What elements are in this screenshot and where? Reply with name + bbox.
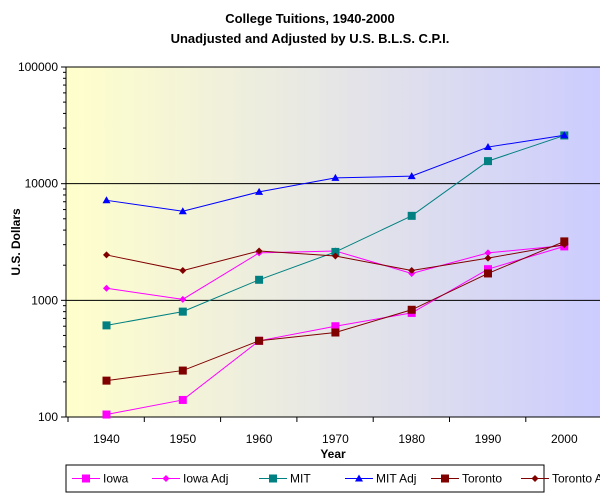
data-point-toronto-adj-2000 [560, 241, 568, 249]
x-tick-label-1950: 1950 [169, 432, 196, 446]
legend-item-toronto-adj: Toronto Adj [521, 472, 600, 486]
data-point-iowa-1990 [484, 265, 492, 274]
data-point-mit-adj-1950 [178, 207, 187, 215]
y-axis-title: U.S. Dollars [9, 208, 23, 276]
legend-item-iowa-adj: Iowa Adj [152, 472, 228, 486]
axes: 100 1000 10000 100000 1940 1950 1960 1970 1980 19… [18, 60, 600, 446]
x-tick-label-1970: 1970 [322, 432, 349, 446]
y-tick-label-100000: 100000 [18, 60, 58, 74]
x-axis-title: Year [320, 447, 346, 461]
data-point-mit-adj-1990 [484, 143, 492, 151]
legend-item-mit-adj: MIT Adj [345, 472, 416, 486]
legend-label-iowa: Iowa [103, 472, 129, 486]
data-point-iowa-adj-1940 [103, 284, 110, 292]
legend-marker-mit [269, 474, 277, 483]
legend-marker-iowa-adj [162, 475, 170, 482]
data-point-iowa-adj-1950 [179, 295, 187, 303]
data-point-mit-adj-1970 [331, 173, 340, 181]
data-point-iowa-adj-1990 [484, 249, 492, 257]
plot-area [66, 67, 600, 417]
chart-subtitle: Unadjusted and Adjusted by U.S. B.L.S. C… [171, 31, 450, 46]
legend: Iowa Iowa Adj MIT MIT Adj Toronto Toronto Adj [65, 464, 600, 493]
series-layer [102, 131, 569, 419]
data-point-toronto-adj-1960 [255, 247, 263, 255]
data-point-toronto-1980 [407, 305, 416, 314]
data-point-toronto-adj-1940 [103, 251, 110, 259]
legend-marker-toronto [441, 474, 449, 483]
data-point-toronto-1950 [178, 366, 187, 375]
data-point-toronto-1990 [484, 269, 492, 278]
data-point-toronto-adj-1950 [179, 267, 187, 275]
data-point-iowa-1950 [178, 395, 187, 404]
series-mit-adj [102, 131, 569, 215]
legend-label-toronto-adj: Toronto Adj [552, 472, 600, 486]
legend-item-iowa: Iowa [72, 472, 129, 486]
data-point-mit-1940 [102, 321, 111, 330]
x-tick-label-1980: 1980 [398, 432, 425, 446]
data-point-mit-adj-1940 [102, 196, 111, 204]
legend-item-mit: MIT [259, 472, 311, 486]
legend-item-toronto: Toronto [431, 472, 502, 486]
y-tick-label-10000: 10000 [25, 177, 59, 191]
data-point-mit-adj-1980 [407, 172, 416, 180]
legend-box [65, 464, 545, 493]
legend-label-toronto: Toronto [462, 472, 502, 486]
data-point-mit-1950 [178, 307, 187, 316]
data-point-toronto-adj-1990 [484, 254, 492, 262]
data-point-mit-adj-2000 [560, 131, 569, 139]
data-point-mit-1980 [407, 211, 416, 220]
data-point-mit-1960 [255, 275, 264, 284]
grid-lines [66, 66, 600, 301]
data-point-mit-1970 [331, 247, 340, 256]
y-tick-label-1000: 1000 [31, 293, 58, 307]
x-tick-label-1960: 1960 [246, 432, 273, 446]
data-point-iowa-1970 [331, 322, 340, 331]
legend-label-iowa-adj: Iowa Adj [183, 472, 228, 486]
data-point-mit-adj-1960 [255, 187, 264, 195]
x-tick-label-2000: 2000 [551, 432, 578, 446]
data-point-toronto-1940 [102, 376, 111, 385]
legend-label-mit: MIT [290, 472, 311, 486]
legend-label-mit-adj: MIT Adj [376, 472, 416, 486]
data-point-iowa-1940 [102, 410, 111, 419]
chart-title: College Tuitions, 1940-2000 [225, 11, 395, 26]
legend-marker-toronto-adj [531, 475, 539, 482]
data-point-mit-1990 [484, 157, 492, 166]
data-point-toronto-1960 [255, 336, 264, 345]
data-point-toronto-1970 [331, 328, 340, 337]
x-tick-label-1990: 1990 [475, 432, 502, 446]
data-point-toronto-adj-1980 [408, 267, 416, 275]
legend-marker-mit-adj [355, 474, 363, 482]
series-toronto-adj [103, 241, 568, 275]
legend-marker-iowa [82, 474, 90, 483]
x-tick-label-1940: 1940 [93, 432, 120, 446]
data-point-toronto-adj-1970 [331, 252, 339, 260]
y-tick-label-100: 100 [38, 410, 58, 424]
